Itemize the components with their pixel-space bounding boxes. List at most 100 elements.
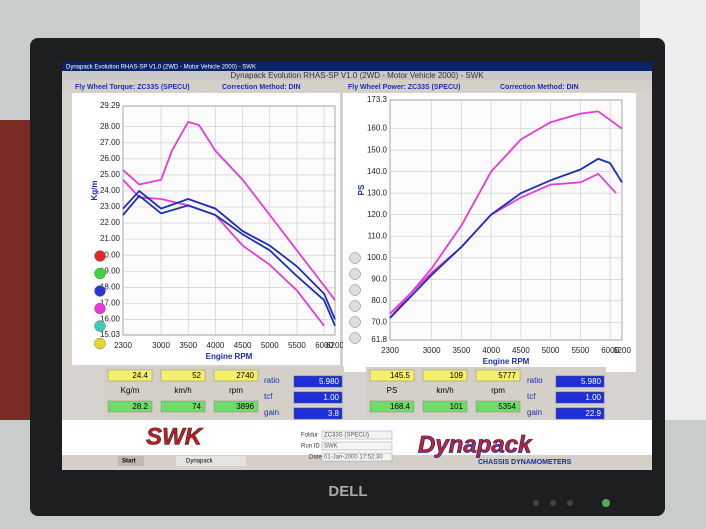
curve-toggle[interactable]	[349, 268, 361, 280]
task-button[interactable]	[176, 456, 246, 466]
readout-box	[422, 369, 468, 382]
y-tick-label: 90.0	[371, 274, 387, 283]
readout-unit: km/h	[436, 386, 453, 395]
y-tick-label: 16.00	[100, 315, 121, 324]
param-box	[293, 407, 343, 420]
monitor-button[interactable]	[533, 500, 539, 506]
x-tick-label: 5500	[288, 341, 306, 350]
y-axis-title: Kg/m	[90, 181, 99, 201]
readout-unit: rpm	[491, 386, 505, 395]
y-tick-label: 140.0	[367, 167, 388, 176]
banner	[62, 71, 652, 80]
param-label: tcf	[264, 392, 273, 401]
series-line	[389, 172, 617, 315]
readout-box	[475, 369, 521, 382]
curve-toggle[interactable]	[349, 332, 361, 344]
date-value: 01-Jan-2000 17:52:30	[324, 455, 383, 461]
readout-box	[213, 400, 259, 413]
y-tick-label: 17.00	[100, 298, 121, 307]
param-box	[555, 391, 605, 404]
y-tick-label: 25.00	[100, 170, 121, 179]
readout-value: 145.5	[390, 371, 411, 380]
y-tick-label: 19.00	[100, 266, 121, 275]
run-field[interactable]	[321, 441, 393, 451]
monitor-button[interactable]	[567, 500, 573, 506]
x-tick-label: 4000	[207, 341, 225, 350]
banner-title: Dynapack Evolution RHAS-SP V1.0 (2WD - M…	[230, 71, 484, 80]
readout-value: 5354	[498, 402, 516, 411]
folder-value: ZC33S (SPECU)	[324, 433, 369, 439]
readout-value: 28.2	[132, 402, 148, 411]
y-tick-label: 110.0	[368, 231, 388, 240]
power-button[interactable]	[602, 499, 610, 507]
x-tick-label: 5000	[542, 346, 560, 355]
y-tick-label: 22.00	[100, 218, 121, 227]
curve-toggle[interactable]	[94, 302, 106, 315]
param-label: ratio	[527, 376, 543, 385]
param-box	[555, 407, 605, 420]
x-tick-label: 4000	[482, 346, 500, 355]
plot-area	[389, 99, 623, 341]
y-tick-label: 18.00	[100, 282, 121, 291]
readout-value: 5777	[498, 371, 516, 380]
series-line	[122, 189, 336, 320]
readout-value: 101	[450, 402, 464, 411]
run-value: SWK	[324, 444, 338, 450]
x-tick-label: 5500	[571, 346, 589, 355]
curve-toggle[interactable]	[94, 285, 106, 297]
y-tick-label: 27.00	[100, 138, 121, 147]
readout-box	[160, 369, 206, 382]
y-axis-title: PS	[357, 184, 366, 195]
dynapack-tagline: CHASSIS DYNAMOMETERS	[478, 459, 572, 466]
run-label: Run ID	[301, 444, 320, 450]
curve-toggle[interactable]	[94, 320, 106, 332]
curve-toggle[interactable]	[349, 252, 361, 264]
curve-toggle[interactable]	[349, 284, 361, 296]
curve-toggle[interactable]	[94, 250, 106, 262]
folder-field[interactable]	[321, 430, 393, 440]
y-tick-label: 80.0	[371, 296, 387, 305]
curve-toggle[interactable]	[349, 316, 361, 328]
x-tick-label: 3500	[179, 341, 197, 350]
y-tick-label: 61.8	[371, 335, 387, 344]
readout-value: 3896	[236, 402, 254, 411]
x-tick-label: 3000	[152, 341, 170, 350]
curve-toggle[interactable]	[349, 300, 361, 312]
readout-box	[475, 400, 521, 413]
start-button[interactable]	[118, 456, 144, 466]
y-tick-label: 26.00	[100, 154, 121, 163]
x-tick-label: 6000	[315, 341, 333, 350]
readout-value: 74	[192, 402, 201, 411]
x-tick-label: 3500	[452, 346, 470, 355]
dynapack-logo: Dynapack	[418, 431, 533, 458]
param-box	[293, 391, 343, 404]
curve-toggle[interactable]	[94, 267, 106, 280]
y-tick-label: 130.0	[367, 188, 388, 197]
readout-box	[422, 400, 468, 413]
readout-value: 24.4	[132, 371, 148, 380]
x-tick-label: 4500	[234, 341, 252, 350]
readout-box	[213, 369, 259, 382]
task-label: Dynapack	[186, 459, 214, 465]
param-value: 5.980	[319, 377, 340, 386]
y-tick-label: 23.00	[100, 202, 121, 211]
param-label: gain	[264, 408, 279, 417]
readout-box	[160, 400, 206, 413]
y-tick-label: 20.00	[100, 250, 121, 259]
date-label: Date	[309, 455, 322, 461]
monitor-button[interactable]	[550, 500, 556, 506]
series-line	[389, 110, 623, 319]
param-label: ratio	[264, 376, 280, 385]
chart-title: Fly Wheel Torque: ZC33S (SPECU)	[75, 84, 190, 91]
readout-value: 168.4	[390, 402, 411, 411]
x-tick-label: 4500	[512, 346, 530, 355]
curve-toggle[interactable]	[94, 337, 106, 350]
readout-unit: PS	[387, 386, 398, 395]
monitor-brand: DELL	[328, 483, 367, 500]
y-tick-label: 15.03	[100, 330, 121, 339]
param-label: gain	[527, 408, 542, 417]
series-line	[389, 157, 623, 319]
